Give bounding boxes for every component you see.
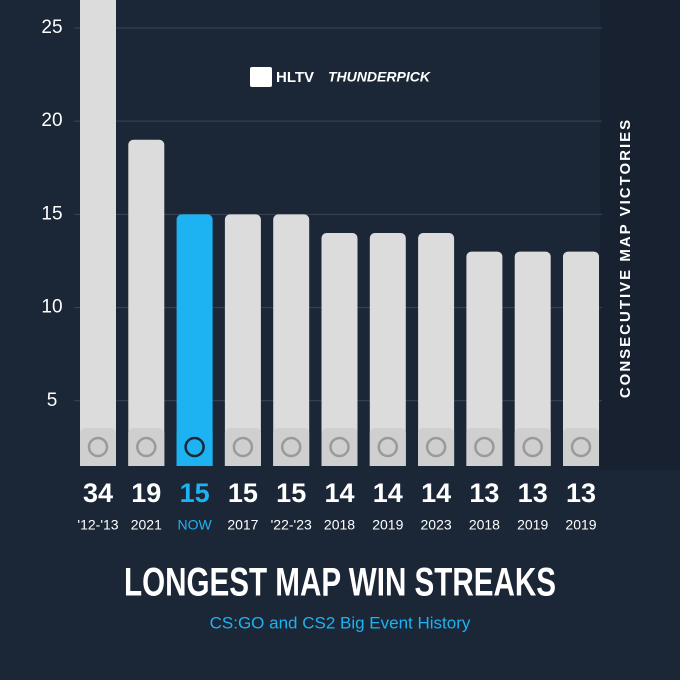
bar xyxy=(563,251,599,466)
logo-box xyxy=(563,428,599,466)
data-label: 14 xyxy=(421,478,451,508)
x-tick-label: 2017 xyxy=(227,517,258,533)
y-tick-label: 5 xyxy=(47,390,58,411)
bar xyxy=(514,251,551,466)
logo-box xyxy=(466,428,503,466)
bar xyxy=(224,214,261,466)
x-tick-label: 2021 xyxy=(131,517,162,533)
side-panel xyxy=(600,0,680,470)
data-label: 13 xyxy=(566,478,596,508)
x-tick-label: 2019 xyxy=(372,517,403,533)
logo-box xyxy=(418,428,455,466)
team-logo xyxy=(522,436,543,458)
team-logo xyxy=(136,436,157,458)
team-logo xyxy=(184,436,205,458)
team-logo xyxy=(329,436,350,458)
bar xyxy=(273,214,310,466)
team-logo xyxy=(425,436,447,458)
team-logo xyxy=(474,436,495,458)
team-logo xyxy=(232,436,254,458)
logo-box xyxy=(369,428,406,466)
x-tick-label: 2019 xyxy=(565,517,596,533)
x-tick-label: 2018 xyxy=(324,517,355,533)
bar xyxy=(466,251,503,466)
y-tick-label: 15 xyxy=(41,203,62,224)
y-tick-label: 20 xyxy=(41,110,62,131)
team-logo xyxy=(570,436,592,458)
y-tick-label: 25 xyxy=(41,17,62,38)
data-label: 13 xyxy=(518,478,548,508)
bar xyxy=(418,233,455,466)
x-tick-label: 2019 xyxy=(517,517,548,533)
y-tick-label: 10 xyxy=(41,297,62,318)
logo-box xyxy=(273,428,310,466)
bar xyxy=(369,233,406,466)
x-tick-label: NOW xyxy=(177,517,212,533)
logo-box xyxy=(321,428,358,466)
hltv-icon xyxy=(250,67,272,87)
x-tick-label: 2023 xyxy=(421,517,452,533)
data-label: 13 xyxy=(469,478,499,508)
logo-box xyxy=(128,428,165,466)
logo: THUNDERPICK xyxy=(328,69,431,85)
data-label: 15 xyxy=(180,478,210,508)
data-label: 14 xyxy=(324,478,354,508)
chart-title: LONGEST MAP WIN STREAKS xyxy=(124,561,556,605)
bar xyxy=(321,233,358,466)
bar xyxy=(176,214,213,466)
data-label: 14 xyxy=(373,478,403,508)
x-tick-label: 2018 xyxy=(469,517,500,533)
x-tick-label: '22-'23 xyxy=(271,517,312,533)
team-logo xyxy=(280,436,302,458)
logo-box xyxy=(514,428,551,466)
bar xyxy=(80,0,116,466)
chart-subtitle: CS:GO and CS2 Big Event History xyxy=(210,613,471,632)
data-label: 19 xyxy=(131,478,161,508)
data-label: 15 xyxy=(276,478,306,508)
bar xyxy=(128,139,165,466)
logo-box xyxy=(80,428,116,466)
data-label: 34 xyxy=(83,478,113,508)
y-axis-label: CONSECUTIVE MAP VICTORIES xyxy=(617,118,634,398)
team-logo xyxy=(87,436,109,458)
bars xyxy=(80,0,599,466)
team-logo xyxy=(377,436,399,458)
x-tick-label: '12-'13 xyxy=(77,517,118,533)
logo-box xyxy=(176,428,213,466)
logo-box xyxy=(224,428,261,466)
data-label: 15 xyxy=(228,478,258,508)
logo: HLTV xyxy=(276,69,314,86)
